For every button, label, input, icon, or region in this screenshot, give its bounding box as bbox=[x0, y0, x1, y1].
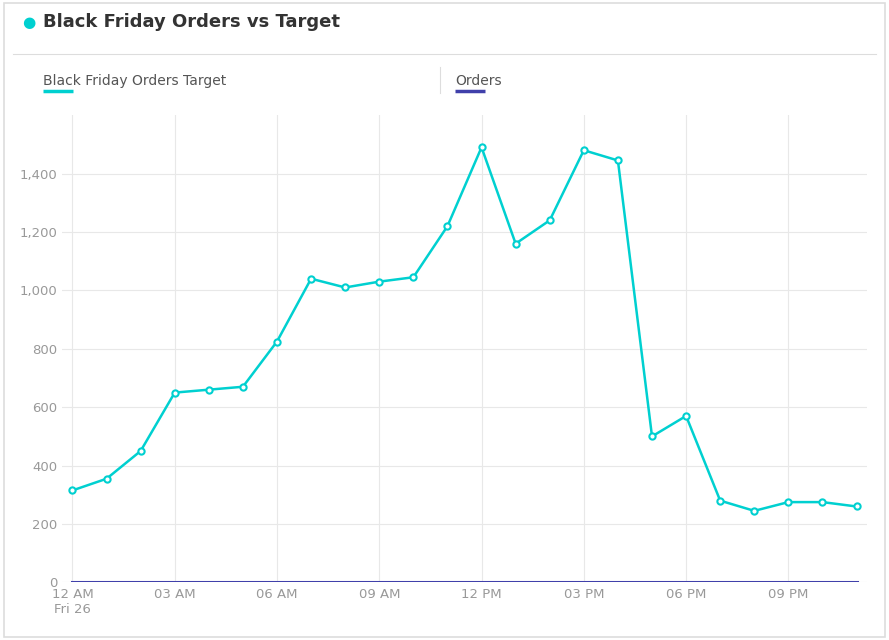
Text: Black Friday Orders Target: Black Friday Orders Target bbox=[43, 74, 226, 88]
Text: Orders: Orders bbox=[455, 74, 501, 88]
Text: ●: ● bbox=[22, 15, 36, 30]
Text: Black Friday Orders vs Target: Black Friday Orders vs Target bbox=[43, 13, 340, 31]
